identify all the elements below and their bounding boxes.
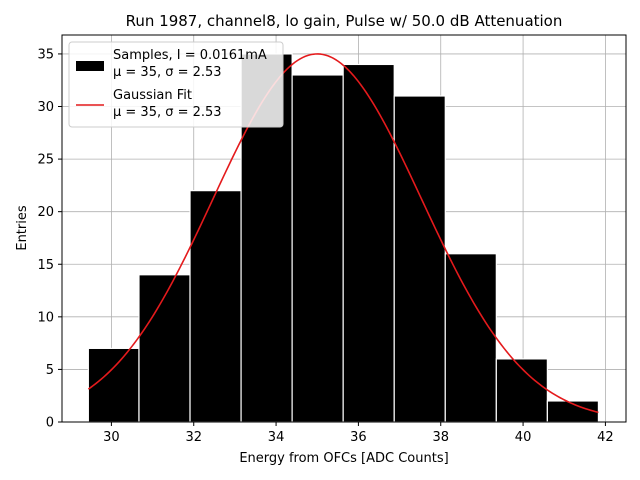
- legend-box: [68, 41, 284, 128]
- x-tick-label: 40: [515, 430, 532, 445]
- y-tick-label: 15: [37, 258, 54, 273]
- x-tick-label: 36: [350, 430, 367, 445]
- x-tick-label: 42: [597, 430, 614, 445]
- chart-title: Run 1987, channel8, lo gain, Pulse w/ 50…: [126, 12, 563, 30]
- histogram-bar: [393, 95, 446, 423]
- fit-curve-layer: [87, 53, 599, 414]
- x-axis-label: Energy from OFCs [ADC Counts]: [239, 451, 448, 466]
- y-tick-label: 35: [37, 47, 54, 62]
- y-axis-label: Entries: [15, 205, 30, 251]
- y-tick-label: 10: [37, 310, 54, 325]
- y-tick-label: 0: [46, 416, 54, 431]
- legend: Samples, I = 0.0161mA μ = 35, σ = 2.53 G…: [68, 41, 284, 128]
- histogram-bar: [291, 74, 344, 423]
- legend-stats-fit: μ = 35, σ = 2.53: [113, 105, 222, 120]
- legend-label-fit: Gaussian Fit: [113, 88, 192, 103]
- legend-swatch-samples: [76, 61, 104, 71]
- plot-frame: [61, 34, 627, 423]
- legend-label-samples: Samples, I = 0.0161mA: [113, 48, 267, 63]
- gaussian-fit-line: [87, 53, 599, 414]
- y-tick-label: 25: [37, 153, 54, 168]
- x-axis-ticks: 30 32 34 36 38 40 42: [103, 422, 614, 445]
- y-tick-label: 30: [37, 100, 54, 115]
- y-tick-label: 20: [37, 205, 54, 220]
- x-tick-label: 30: [103, 430, 120, 445]
- y-tick-label: 5: [46, 363, 54, 378]
- histogram-bar: [342, 63, 395, 423]
- x-tick-label: 38: [432, 430, 449, 445]
- legend-stats-samples: μ = 35, σ = 2.53: [113, 65, 222, 80]
- histogram-bar: [444, 253, 497, 423]
- y-axis-ticks: 0 5 10 15 20 25 30 35: [37, 47, 62, 431]
- x-tick-label: 32: [185, 430, 202, 445]
- histogram-bar: [87, 347, 140, 423]
- histogram-bar: [189, 190, 242, 423]
- x-tick-label: 34: [268, 430, 285, 445]
